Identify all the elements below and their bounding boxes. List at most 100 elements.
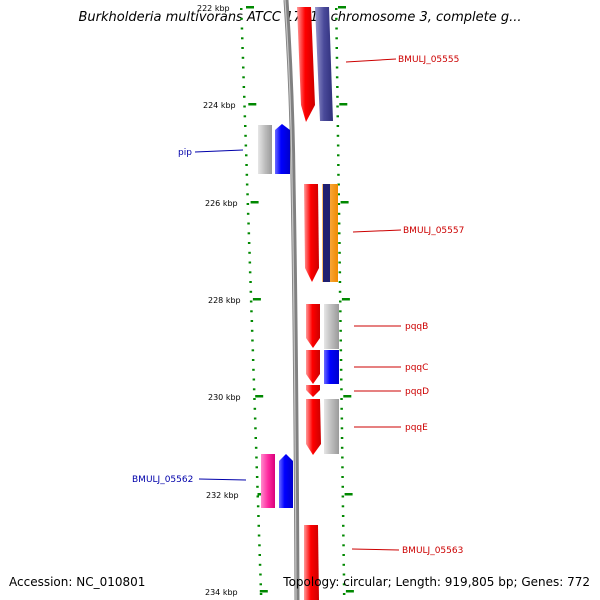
gene-arrow-pqqD[interactable] — [306, 385, 320, 397]
ruler-major-tick-left — [255, 395, 264, 398]
gene-arrow-pqqE[interactable] — [306, 399, 321, 455]
ruler-tick-right — [339, 320, 342, 322]
gene-feature-BMULJ_05563[interactable] — [304, 525, 319, 600]
ruler-tick-right — [337, 154, 340, 157]
ruler-label-222: 222 kbp — [197, 4, 230, 13]
ruler-tick-right — [340, 437, 344, 439]
ruler-tick-left — [256, 495, 259, 498]
gene-feature-BMULJ_05555[interactable] — [297, 7, 333, 122]
gene-arrow-BMULJ_05557[interactable] — [304, 184, 319, 282]
ruler-tick-right — [341, 485, 344, 488]
leader-BMULJ_05563 — [351, 548, 400, 551]
ruler-tick-left — [244, 144, 248, 147]
gene-arrow-pqqC[interactable] — [306, 350, 320, 384]
ruler-tick-left — [258, 563, 262, 566]
ruler-tick-right — [341, 515, 345, 517]
ruler-tick-left — [255, 476, 259, 478]
gene-label-BMULJ_05562[interactable]: BMULJ_05562 — [132, 475, 193, 485]
gene-bar-pip-partner[interactable] — [258, 125, 272, 174]
ruler-tick-left — [254, 437, 257, 439]
ruler-tick-right — [342, 563, 345, 566]
ruler-label-224: 224 kbp — [203, 101, 236, 110]
ruler-tick-right — [336, 134, 340, 137]
ruler-tick-left — [258, 544, 261, 547]
gene-arrow-pip[interactable] — [275, 124, 290, 174]
ruler-tick-left — [257, 515, 260, 517]
gene-label-pqqE[interactable]: pqqE — [405, 423, 428, 433]
ruler-tick-left — [240, 27, 244, 30]
gene-feature-BMULJ_05562[interactable] — [261, 454, 293, 508]
gene-arrow-BMULJ_05555[interactable] — [297, 7, 315, 122]
ruler-tick-right — [340, 407, 343, 410]
ruler-tick-left — [248, 271, 252, 274]
ruler-tick-right — [341, 466, 344, 469]
ruler-major-tick-right — [340, 201, 349, 204]
gene-arrow-pqqB[interactable] — [306, 304, 320, 348]
gene-arrow-BMULJ_05563[interactable] — [304, 525, 319, 600]
ruler-major-tick-right — [343, 395, 352, 398]
ruler-tick-right — [338, 290, 342, 293]
ruler-tick-right — [341, 456, 344, 459]
ruler-tick-right — [341, 476, 344, 478]
ruler-tick-right — [342, 554, 345, 556]
ruler-tick-right — [337, 212, 341, 215]
ruler-major-tick-right — [345, 590, 354, 593]
ruler-tick-left — [257, 524, 260, 527]
gene-feature-pqqD[interactable] — [306, 385, 320, 397]
ruler-tick-left — [253, 398, 256, 400]
ruler-tick-left — [247, 242, 251, 244]
ruler-tick-left — [246, 193, 249, 196]
ruler-tick-right — [340, 446, 344, 449]
gene-label-pqqB[interactable]: pqqB — [405, 322, 428, 332]
gene-label-BMULJ_05555[interactable]: BMULJ_05555 — [398, 55, 459, 65]
ruler-tick-left — [243, 105, 246, 108]
gene-label-pqqC[interactable]: pqqC — [405, 363, 428, 373]
gene-feature-pqqE[interactable] — [306, 399, 339, 455]
ruler-tick-right — [339, 368, 343, 371]
leader-BMULJ_05562 — [198, 478, 247, 481]
ruler-tick-right — [342, 534, 345, 537]
ruler-labels: 222 kbp 224 kbp 226 kbp 228 kbp 230 kbp … — [197, 4, 241, 597]
ruler-tick-right — [337, 222, 341, 225]
ruler-tick-right — [342, 544, 345, 547]
gene-feature-pqqC[interactable] — [306, 350, 339, 384]
ruler-tick-left — [241, 37, 244, 40]
ruler-tick-right — [339, 310, 342, 313]
gene-feature-BMULJ_05557[interactable] — [304, 184, 338, 282]
gene-bar-BMULJ_05562-partner[interactable] — [261, 454, 275, 508]
ruler-tick-right — [335, 66, 339, 69]
ruler-tick-left — [259, 593, 263, 595]
gene-label-BMULJ_05557[interactable]: BMULJ_05557 — [403, 226, 464, 236]
gene-feature-pip[interactable] — [258, 124, 290, 174]
ruler-tick-right — [342, 524, 345, 527]
gene-arrow-BMULJ_05562[interactable] — [279, 454, 293, 508]
label-leaders — [194, 58, 402, 551]
gene-bar-pqqC-partner[interactable] — [324, 350, 339, 384]
ruler-tick-right — [336, 105, 339, 108]
ruler-tick-left — [241, 47, 244, 49]
ruler-tick-right — [335, 76, 339, 79]
ruler-label-230: 230 kbp — [208, 393, 241, 402]
ruler-tick-left — [252, 378, 256, 381]
ruler-tick-left — [250, 320, 254, 322]
gene-bar-pqqB-partner[interactable] — [324, 304, 339, 349]
ruler-tick-right — [337, 173, 340, 176]
ruler-tick-right — [338, 242, 341, 244]
ruler-tick-right — [340, 388, 343, 391]
ruler-tick-left — [248, 261, 252, 264]
ruler-tick-left — [247, 222, 250, 225]
ruler-tick-left — [242, 66, 245, 69]
gene-label-BMULJ_05563[interactable]: BMULJ_05563 — [402, 546, 463, 556]
gene-label-pqqD[interactable]: pqqD — [405, 387, 429, 397]
gene-feature-pqqB[interactable] — [306, 304, 339, 349]
ruler-tick-right — [338, 251, 341, 254]
gene-bar-pqqE-partner[interactable] — [324, 399, 339, 454]
ruler-tick-right — [338, 232, 341, 235]
gene-label-pip[interactable]: pip — [178, 148, 192, 158]
ruler-tick-right — [342, 573, 346, 576]
ruler-tick-right — [335, 27, 338, 30]
ruler-tick-right — [339, 349, 343, 352]
ruler-tick-right — [336, 115, 339, 118]
ruler-tick-left — [242, 76, 245, 79]
gene-arrow-BMULJ_05555-partner[interactable] — [315, 7, 333, 121]
